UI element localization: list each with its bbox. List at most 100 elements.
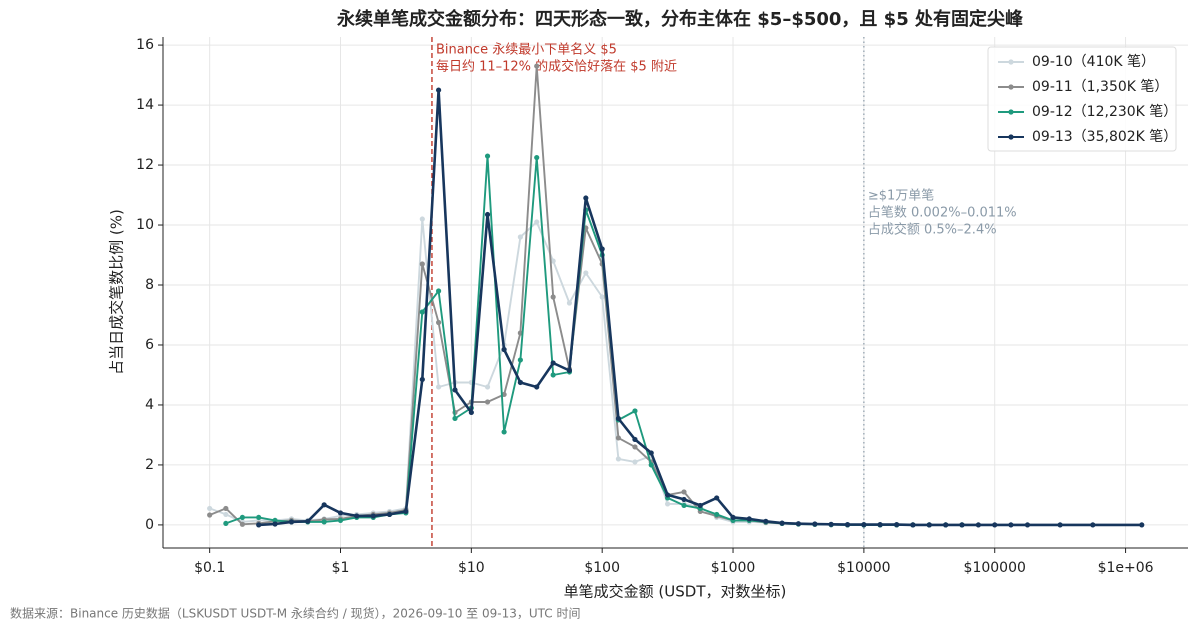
data-point — [452, 415, 458, 422]
legend-box — [987, 46, 1177, 152]
legend-marker — [1008, 109, 1014, 115]
data-point — [468, 409, 474, 416]
data-point — [207, 512, 213, 518]
y-tick-label: 4 — [145, 397, 154, 413]
data-point — [550, 294, 556, 300]
data-point — [714, 495, 720, 501]
data-point — [321, 502, 327, 508]
data-point — [926, 522, 932, 528]
data-point — [730, 514, 736, 521]
data-point — [534, 154, 540, 161]
data-point — [223, 505, 229, 512]
data-point — [419, 309, 425, 315]
data-point — [632, 408, 638, 414]
series-line — [225, 155, 962, 526]
y-tick-label: 6 — [145, 337, 154, 353]
x-tick-label: $10000 — [837, 560, 890, 576]
data-point — [697, 502, 703, 509]
x-tick-label: $0.1 — [194, 560, 225, 576]
data-point — [403, 508, 409, 515]
annotation-text: 每日约 11–12% 的成交恰好落在 $5 附近 — [436, 59, 677, 75]
legend-marker — [1008, 59, 1014, 65]
data-point — [534, 219, 540, 225]
data-point — [534, 384, 540, 390]
data-point — [648, 462, 654, 468]
y-tick-label: 2 — [145, 457, 154, 473]
data-point — [1024, 522, 1031, 528]
data-point — [239, 514, 246, 521]
data-point — [517, 357, 523, 363]
data-point — [256, 514, 262, 521]
data-point — [566, 367, 573, 374]
data-point — [632, 436, 638, 443]
data-point — [746, 516, 752, 522]
data-point — [484, 399, 491, 405]
data-point — [583, 195, 589, 201]
x-tick-label: $100000 — [964, 560, 1026, 576]
data-point — [435, 288, 442, 294]
y-tick-label: 14 — [136, 97, 154, 113]
data-point — [795, 521, 802, 527]
data-point — [599, 294, 605, 300]
data-point — [419, 216, 425, 222]
data-point — [566, 300, 573, 306]
data-point — [484, 211, 491, 218]
data-point — [894, 522, 900, 528]
data-point — [272, 521, 278, 527]
y-tick-label: 0 — [145, 517, 154, 533]
y-tick-label: 10 — [136, 217, 154, 233]
annotation-text: Binance 永续最小下单名义 $5 — [436, 42, 617, 58]
legend-marker — [1008, 84, 1014, 90]
legend-marker — [1008, 134, 1014, 140]
data-point — [664, 501, 671, 507]
data-point — [632, 444, 638, 450]
data-point — [256, 522, 262, 528]
y-tick-label: 16 — [136, 37, 154, 53]
data-point — [681, 489, 687, 495]
data-point — [517, 234, 523, 240]
data-point — [435, 87, 442, 93]
legend-label: 09-12（12,230K 笔） — [1032, 104, 1177, 120]
data-point — [681, 496, 687, 503]
data-point — [615, 456, 621, 462]
data-point — [550, 360, 556, 366]
data-point — [681, 502, 687, 509]
data-point — [419, 376, 425, 383]
data-point — [664, 492, 671, 498]
data-point — [1008, 522, 1014, 528]
data-point — [337, 510, 344, 516]
data-point — [812, 521, 818, 527]
y-axis-label: 占当日成交笔数比例 (%) — [108, 209, 126, 375]
data-point — [288, 519, 295, 525]
x-tick-label: $10 — [458, 560, 485, 576]
data-point — [223, 520, 229, 527]
data-point — [337, 517, 344, 524]
data-point — [305, 518, 311, 524]
data-point — [435, 384, 442, 390]
data-point — [501, 429, 507, 435]
legend-label: 09-13（35,802K 笔） — [1032, 129, 1177, 145]
y-tick-label: 8 — [145, 277, 154, 293]
data-point — [844, 522, 851, 528]
data-point — [714, 511, 720, 518]
x-tick-label: $1e+06 — [1098, 560, 1154, 576]
data-point — [501, 346, 507, 353]
data-point — [615, 435, 621, 441]
data-point — [550, 372, 556, 378]
data-point — [1090, 522, 1096, 528]
data-point — [992, 522, 998, 528]
data-point — [550, 258, 556, 264]
data-point — [272, 517, 278, 524]
source-note: 数据来源：Binance 历史数据（LSKUSDT USDT-M 永续合约 / … — [10, 606, 580, 621]
annotation-text: 占笔数 0.002%–0.011% — [868, 205, 1017, 221]
data-point — [517, 379, 523, 386]
chart-title: 永续单笔成交金额分布：四天形态一致，分布主体在 $5–$500，且 $5 处有固… — [336, 8, 1024, 30]
data-point — [1057, 522, 1063, 528]
data-point — [452, 387, 458, 393]
data-point — [877, 522, 883, 528]
legend-label: 09-11（1,350K 笔） — [1032, 79, 1168, 95]
annotation-text: ≥$1万单笔 — [868, 188, 934, 204]
series-line — [209, 65, 962, 526]
